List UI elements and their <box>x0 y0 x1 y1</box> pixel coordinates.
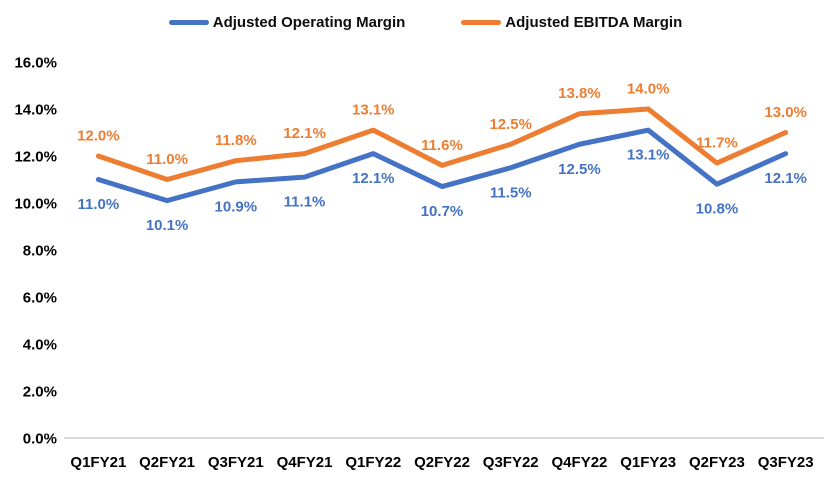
x-category-label: Q2FY21 <box>139 454 195 471</box>
y-tick-label: 8.0% <box>23 243 57 260</box>
legend-item-adjusted-ebitda-margin[interactable]: Adjusted EBITDA Margin <box>461 14 682 31</box>
legend-swatch-ebitda-margin <box>461 20 502 25</box>
series-line-adjusted-operating-margin[interactable] <box>95 127 789 204</box>
y-tick-label: 2.0% <box>23 384 57 401</box>
data-label: 11.1% <box>284 194 326 211</box>
x-category-label: Q3FY22 <box>483 454 539 471</box>
data-label: 12.5% <box>558 161 601 178</box>
y-tick-label: 14.0% <box>14 102 57 119</box>
data-label: 12.1% <box>283 125 326 142</box>
x-category-label: Q1FY22 <box>345 454 401 471</box>
y-tick-label: 12.0% <box>14 149 57 166</box>
legend-label-ebitda-margin: Adjusted EBITDA Margin <box>505 14 683 31</box>
y-tick-label: 10.0% <box>14 196 57 213</box>
data-label: 13.1% <box>352 102 395 119</box>
data-label: 10.9% <box>215 198 258 215</box>
series-line-adjusted-ebitda-margin[interactable] <box>95 106 789 182</box>
data-label: 11.8% <box>215 132 257 149</box>
x-category-label: Q1FY23 <box>620 454 676 471</box>
x-category-label: Q1FY21 <box>70 454 126 471</box>
x-category-label: Q4FY21 <box>277 454 333 471</box>
legend-item-adjusted-operating-margin[interactable]: Adjusted Operating Margin <box>168 14 406 31</box>
data-label: 10.1% <box>146 217 189 234</box>
x-category-label: Q2FY22 <box>414 454 470 471</box>
x-category-label: Q3FY21 <box>208 454 264 471</box>
data-label: 12.0% <box>77 128 120 145</box>
legend-swatch-operating-margin <box>168 20 209 25</box>
data-label: 11.7% <box>696 135 738 152</box>
x-category-label: Q4FY22 <box>552 454 608 471</box>
data-label: 10.7% <box>421 203 464 220</box>
x-category-label: Q3FY23 <box>758 454 814 471</box>
data-label: 11.6% <box>421 137 463 154</box>
data-label: 11.5% <box>490 184 532 201</box>
y-tick-label: 0.0% <box>23 431 57 448</box>
y-tick-label: 16.0% <box>14 55 57 72</box>
y-tick-label: 4.0% <box>23 337 57 354</box>
data-label: 12.5% <box>489 116 532 133</box>
data-label: 14.0% <box>627 81 670 98</box>
chart-legend: Adjusted Operating Margin Adjusted EBITD… <box>10 14 831 31</box>
data-label: 11.0% <box>78 196 120 213</box>
data-label: 12.1% <box>764 170 807 187</box>
y-tick-label: 6.0% <box>23 290 57 307</box>
data-label: 10.8% <box>696 201 739 218</box>
legend-label-operating-margin: Adjusted Operating Margin <box>212 14 406 31</box>
data-label: 11.0% <box>146 151 188 168</box>
data-label: 13.0% <box>764 104 807 121</box>
data-label: 13.1% <box>627 147 670 164</box>
data-label: 13.8% <box>558 85 601 102</box>
x-category-label: Q2FY23 <box>689 454 745 471</box>
data-label: 12.1% <box>352 170 395 187</box>
